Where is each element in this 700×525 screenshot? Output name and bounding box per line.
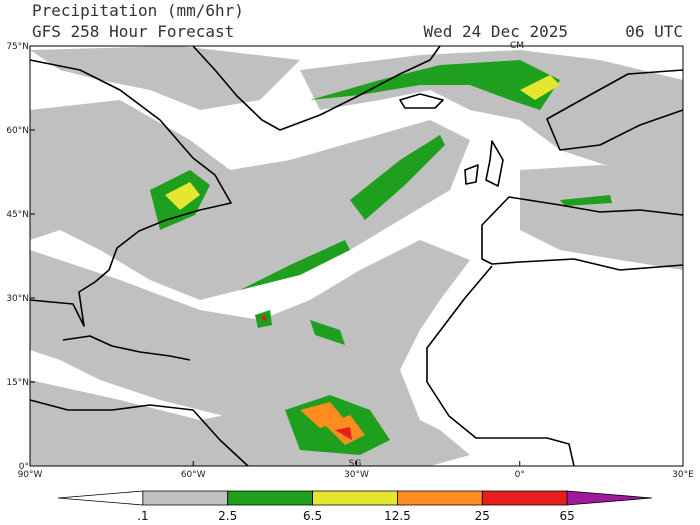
coastlines	[29, 45, 684, 467]
colorbar-label: 65	[560, 509, 575, 523]
lon-label: 60°W	[181, 470, 206, 480]
colorbar-label: 25	[475, 509, 490, 523]
colorbar-segment	[481, 490, 568, 506]
colorbar: .1 2.5 6.5 12.5 25 65	[57, 490, 653, 523]
colorbar-label: 6.5	[303, 509, 322, 523]
precip-heavy	[150, 60, 612, 455]
colorbar-segment	[57, 490, 144, 506]
lat-label: 0°	[19, 462, 29, 472]
lon-label: 30°E	[672, 470, 694, 480]
title: Precipitation (mm/6hr)	[32, 1, 244, 20]
time: 06 UTC	[625, 22, 683, 41]
colorbar-segment	[312, 490, 398, 506]
subtitle: GFS 258 Hour Forecast	[32, 22, 234, 41]
lat-label: 45°N	[6, 210, 29, 220]
colorbar-label: 2.5	[218, 509, 237, 523]
map-mark: SG	[349, 459, 362, 469]
map: CM SG	[29, 41, 684, 469]
colorbar-label: .1	[137, 509, 148, 523]
colorbar-segment	[566, 490, 653, 506]
date: Wed 24 Dec 2025	[424, 22, 569, 41]
lat-label: 75°N	[6, 42, 29, 52]
lon-label: 0°	[515, 470, 525, 480]
lon-label: 30°W	[344, 470, 369, 480]
colorbar-segment	[397, 490, 483, 506]
axes: 75°N60°N45°N30°N15°N0°90°W 60°W 30°W 0° 30°E	[6, 42, 694, 480]
colorbar-segment	[142, 490, 229, 506]
colorbar-segment	[227, 490, 313, 506]
lat-label: 30°N	[6, 294, 29, 304]
lat-label: 60°N	[6, 126, 29, 136]
lat-label: 15°N	[6, 378, 29, 388]
colorbar-label: 12.5	[384, 509, 411, 523]
lon-label: 90°W	[18, 470, 43, 480]
